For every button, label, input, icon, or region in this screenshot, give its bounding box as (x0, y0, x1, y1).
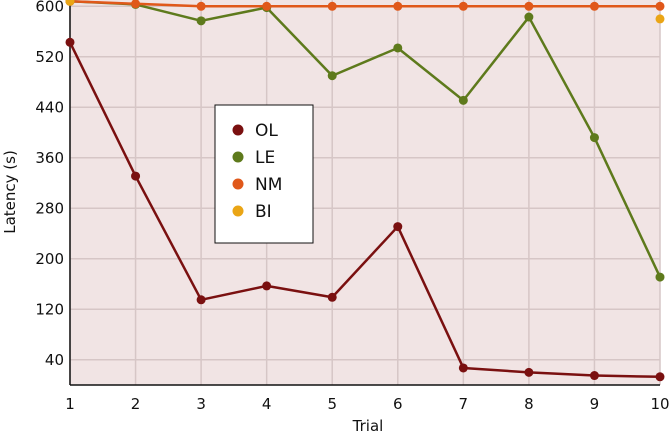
data-point-ol (196, 295, 206, 305)
x-axis-label: Trial (352, 417, 384, 435)
data-point-le (655, 272, 665, 282)
x-tick-label: 4 (262, 395, 272, 413)
legend-marker-nm (232, 178, 244, 190)
y-axis-label: Latency (s) (1, 150, 19, 234)
x-tick-label: 3 (196, 395, 206, 413)
series-line-nm (69, 0, 660, 8)
legend-label-nm: NM (255, 175, 282, 195)
y-tick-label: 200 (35, 250, 64, 268)
x-tick-label: 5 (327, 395, 337, 413)
axes (69, 0, 660, 386)
data-point-le (524, 12, 534, 22)
plot-background (70, 0, 660, 385)
legend-marker-ol (232, 124, 244, 136)
data-point-nm (524, 1, 534, 11)
legend-label-ol: OL (255, 121, 278, 141)
data-point-le (393, 43, 403, 53)
y-tick-label: 120 (35, 300, 64, 318)
series-lines (68, 0, 662, 379)
data-point-nm (262, 1, 272, 11)
data-point-ol (131, 171, 141, 181)
data-point-nm (327, 1, 337, 11)
data-point-nm (393, 1, 403, 11)
data-point-ol (655, 372, 665, 382)
legend-marker-bi (232, 205, 244, 217)
series-line-ol (68, 41, 661, 379)
x-tick-label: 8 (524, 395, 534, 413)
x-tick-label: 9 (590, 395, 600, 413)
data-point-ol (458, 363, 468, 373)
tick-labels: 1 2 3 4 5 6 7 8 9 10 40 120 200 280 360 440 520 600 (35, 0, 669, 413)
data-point-ol (589, 371, 599, 381)
series-line-le (69, 0, 662, 278)
data-point-le (327, 71, 337, 81)
legend-box (214, 104, 314, 244)
data-point-ol (524, 367, 534, 377)
data-point-bi (655, 14, 665, 24)
y-tick-label: 600 (35, 0, 64, 15)
x-tick-label: 7 (459, 395, 469, 413)
y-tick-label: 440 (35, 98, 64, 116)
data-point-ol (262, 281, 272, 291)
data-point-nm (655, 1, 665, 11)
data-point-nm (196, 1, 206, 11)
data-point-ol (65, 37, 75, 47)
legend-label-bi: BI (255, 202, 272, 222)
data-point-le (196, 16, 206, 26)
data-point-bi (65, 0, 75, 6)
data-point-le (589, 133, 599, 143)
x-tick-label: 2 (131, 395, 141, 413)
data-point-ol (327, 292, 337, 302)
y-tick-label: 520 (35, 48, 64, 66)
legend: OL LE NM BI (214, 104, 314, 244)
x-tick-label: 1 (65, 395, 75, 413)
x-tick-label: 10 (650, 395, 669, 413)
data-point-nm (131, 0, 141, 9)
legend-marker-le (232, 151, 244, 163)
y-tick-label: 280 (35, 199, 64, 217)
data-point-nm (458, 1, 468, 11)
series-points (65, 0, 665, 382)
data-point-ol (393, 222, 403, 232)
y-tick-label: 360 (35, 149, 64, 167)
x-tick-label: 6 (393, 395, 403, 413)
y-tick-label: 40 (45, 351, 64, 369)
legend-label-le: LE (255, 148, 275, 168)
data-point-le (458, 95, 468, 105)
data-point-nm (589, 1, 599, 11)
